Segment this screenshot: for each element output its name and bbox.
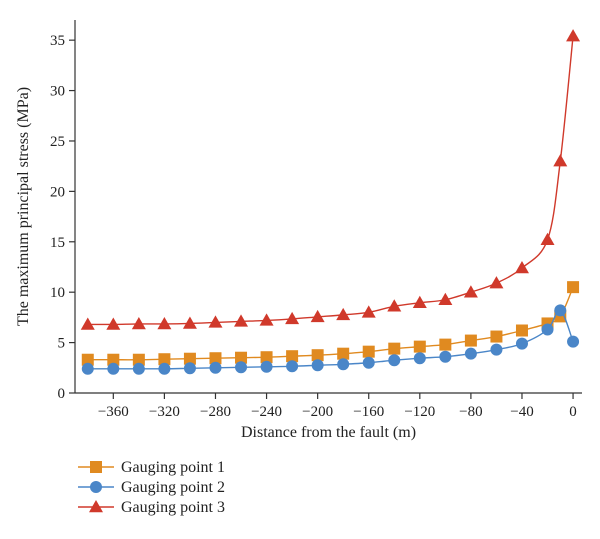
data-point xyxy=(81,362,94,375)
x-tick-label: −360 xyxy=(98,404,129,420)
x-axis-title: Distance from the fault (m) xyxy=(241,424,416,441)
legend-item: Gauging point 2 xyxy=(78,479,225,496)
y-tick-label: 0 xyxy=(58,386,66,402)
data-point xyxy=(541,323,554,336)
data-point xyxy=(412,295,427,309)
y-tick-label: 10 xyxy=(50,285,65,301)
data-point xyxy=(183,352,196,365)
x-tick-label: −200 xyxy=(302,404,333,420)
y-tick-label: 5 xyxy=(58,336,66,352)
data-point xyxy=(286,360,299,373)
legend-label: Gauging point 2 xyxy=(121,479,225,496)
x-tick-label: −320 xyxy=(149,404,180,420)
legend-item: Gauging point 1 xyxy=(78,459,225,476)
data-point xyxy=(439,338,452,351)
y-tick-label: 30 xyxy=(50,84,65,100)
legend-item: Gauging point 3 xyxy=(78,499,225,516)
legend-label: Gauging point 3 xyxy=(121,499,225,516)
data-point xyxy=(566,29,581,42)
data-point xyxy=(209,352,222,365)
data-point xyxy=(132,362,145,375)
data-point xyxy=(183,362,196,375)
data-point xyxy=(337,358,350,371)
data-point xyxy=(182,316,197,329)
y-tick-label: 15 xyxy=(50,235,65,251)
legend-marker xyxy=(89,500,103,513)
data-point xyxy=(81,353,94,366)
data-point xyxy=(515,337,528,350)
x-tick-label: −40 xyxy=(510,404,533,420)
data-point xyxy=(260,351,273,364)
data-point xyxy=(311,359,324,372)
data-point xyxy=(311,349,324,362)
data-point xyxy=(310,309,325,323)
series-2 xyxy=(81,304,580,375)
y-axis-title: The maximum principal stress (MPa) xyxy=(15,87,32,326)
data-point xyxy=(157,316,172,330)
y-tick-label: 35 xyxy=(50,33,65,49)
data-point xyxy=(131,316,146,330)
data-point xyxy=(235,361,248,374)
data-point xyxy=(388,342,401,355)
plot-area xyxy=(80,29,581,375)
data-point xyxy=(438,292,453,305)
axes: 0 5 10 15 20 25 30 35 −360 −320 −280 −240 −200 −160 −1… xyxy=(50,20,582,420)
legend-label: Gauging point 1 xyxy=(121,459,225,476)
data-point xyxy=(362,345,375,358)
data-point xyxy=(514,260,529,274)
data-point xyxy=(208,315,223,328)
x-tick-label: −240 xyxy=(251,404,282,420)
series-line xyxy=(87,36,574,326)
data-point xyxy=(158,353,171,366)
legend-marker xyxy=(90,461,102,473)
data-point xyxy=(413,340,426,353)
data-point xyxy=(260,360,273,373)
data-point xyxy=(388,354,401,367)
x-tick-label: −120 xyxy=(404,404,435,420)
y-tick-label: 25 xyxy=(50,134,65,150)
data-point xyxy=(336,307,351,321)
data-point xyxy=(107,362,120,375)
data-point xyxy=(132,353,145,366)
data-point xyxy=(106,317,121,330)
data-point xyxy=(285,311,300,325)
data-point xyxy=(362,356,375,369)
x-tick-label: −160 xyxy=(353,404,384,420)
data-point xyxy=(464,334,477,347)
data-point xyxy=(259,313,274,326)
data-point xyxy=(540,232,555,246)
data-point xyxy=(554,304,567,317)
data-point xyxy=(489,276,504,289)
data-point xyxy=(567,281,580,294)
data-point xyxy=(490,343,503,356)
data-point xyxy=(337,347,350,360)
data-point xyxy=(464,347,477,360)
legend: Gauging point 1 Gauging point 2 Gauging po… xyxy=(78,459,225,516)
legend-marker xyxy=(90,481,102,493)
data-point xyxy=(463,285,478,298)
data-point xyxy=(80,317,95,330)
data-point xyxy=(515,324,528,337)
data-point xyxy=(439,350,452,363)
data-point xyxy=(361,305,376,318)
y-tick-label: 20 xyxy=(50,184,65,200)
x-tick-label: −280 xyxy=(200,404,231,420)
data-point xyxy=(490,330,503,343)
data-point xyxy=(235,351,248,364)
data-point xyxy=(553,154,568,167)
data-point xyxy=(413,352,426,365)
data-point xyxy=(387,299,402,312)
x-tick-label: 0 xyxy=(569,404,577,420)
x-tick-label: −80 xyxy=(459,404,482,420)
data-point xyxy=(158,362,171,375)
data-point xyxy=(209,361,222,374)
data-point xyxy=(286,350,299,363)
series-1 xyxy=(81,281,580,366)
series-3 xyxy=(80,29,581,330)
data-point xyxy=(567,335,580,348)
data-point xyxy=(107,353,120,366)
data-point xyxy=(234,314,249,327)
